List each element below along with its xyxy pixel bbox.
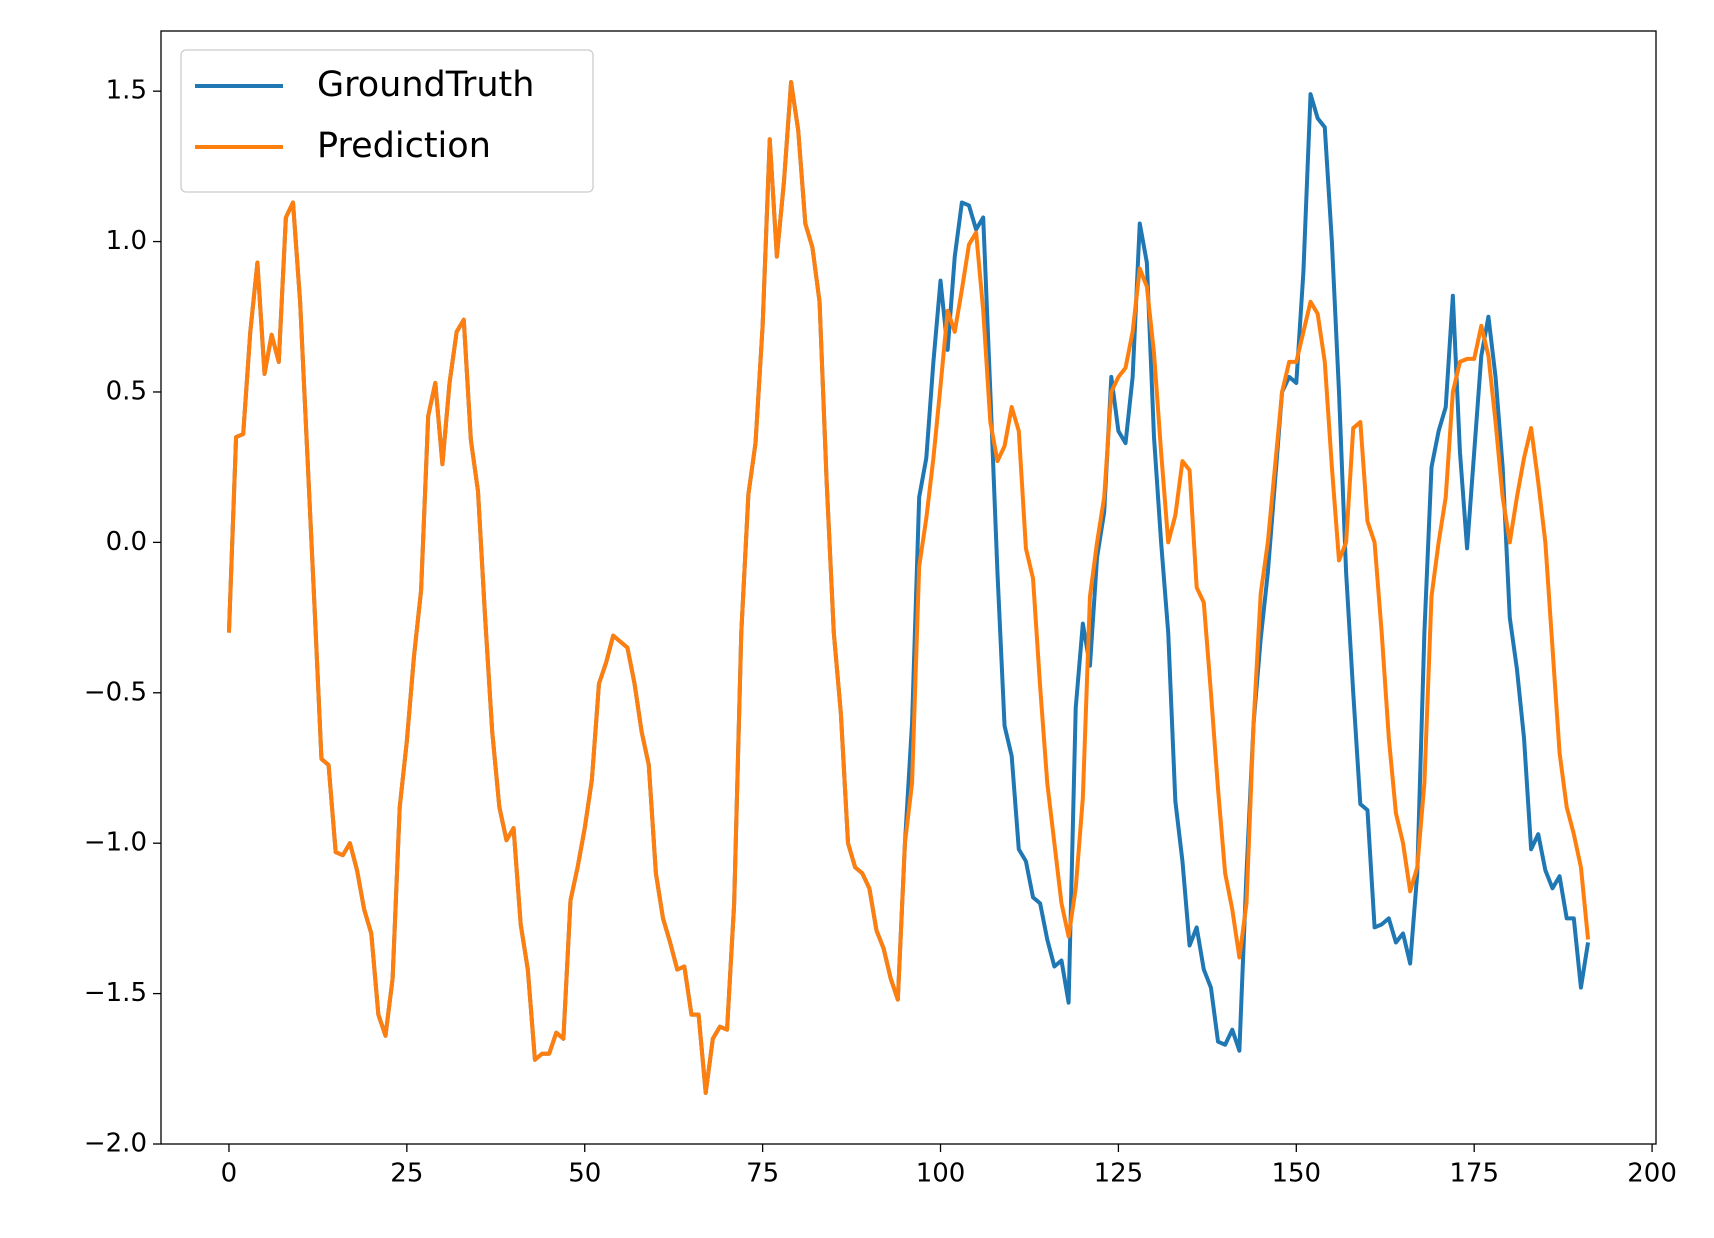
- legend-label: GroundTruth: [317, 65, 534, 105]
- y-tick-label: 0.0: [106, 527, 147, 557]
- x-tick-label: 150: [1271, 1159, 1321, 1189]
- y-tick-label: −2.0: [84, 1129, 147, 1159]
- x-tick-label: 200: [1627, 1159, 1677, 1189]
- legend-label: Prediction: [317, 126, 491, 166]
- x-tick-label: 125: [1094, 1159, 1144, 1189]
- y-tick-label: 0.5: [106, 376, 147, 406]
- y-tick-label: −0.5: [84, 677, 147, 707]
- plot-frame: [160, 30, 1657, 1145]
- x-tick-label: 0: [221, 1159, 238, 1189]
- x-tick-label: 175: [1449, 1159, 1499, 1189]
- legend-box: [180, 49, 594, 193]
- y-tick-label: 1.5: [106, 76, 147, 106]
- series-line: [226, 80, 1591, 1095]
- x-tick-label: 50: [568, 1159, 601, 1189]
- y-tick-label: −1.0: [84, 828, 147, 858]
- x-tick-label: 100: [916, 1159, 966, 1189]
- y-tick-label: 1.0: [106, 226, 147, 256]
- y-tick-label: −1.5: [84, 978, 147, 1008]
- x-tick-label: 25: [390, 1159, 423, 1189]
- x-tick-label: 75: [746, 1159, 779, 1189]
